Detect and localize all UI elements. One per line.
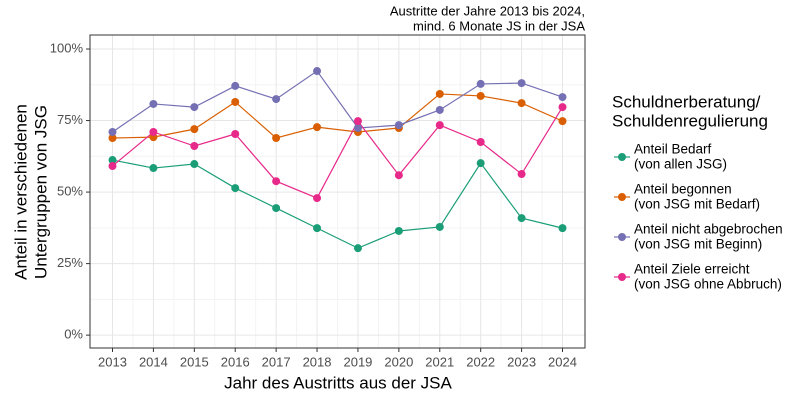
subtitle-line: Austritte der Jahre 2013 bis 2024,	[390, 3, 585, 18]
y-tick-label: 25%	[57, 255, 83, 270]
data-point	[394, 226, 403, 235]
legend-label: (von JSG ohne Abbruch)	[634, 277, 782, 292]
y-tick-label: 0%	[64, 327, 83, 342]
data-point	[190, 125, 199, 134]
data-point	[476, 91, 485, 100]
data-point	[353, 244, 362, 253]
data-point	[231, 97, 240, 106]
legend-label: (von JSG mit Bedarf)	[634, 197, 760, 212]
data-point	[394, 121, 403, 130]
data-point	[108, 156, 117, 165]
x-tick-label: 2017	[262, 354, 291, 369]
data-point	[435, 222, 444, 231]
legend-key	[618, 193, 626, 201]
data-point	[272, 133, 281, 142]
data-point	[313, 224, 322, 233]
data-point	[517, 170, 526, 179]
y-tick-label: 50%	[57, 184, 83, 199]
data-point	[108, 127, 117, 136]
x-axis-label: Jahr des Austritts aus der JSA	[224, 373, 452, 392]
x-tick-label: 2024	[548, 354, 577, 369]
data-point	[190, 160, 199, 169]
data-point	[272, 204, 281, 213]
data-point	[558, 93, 567, 102]
data-point	[476, 138, 485, 147]
data-point	[558, 103, 567, 112]
data-point	[394, 171, 403, 180]
x-tick-label: 2015	[180, 354, 209, 369]
data-point	[558, 224, 567, 233]
legend-label: (von allen JSG)	[634, 157, 727, 172]
series-line	[112, 70, 563, 133]
x-tick-label: 2021	[425, 354, 454, 369]
legend-title: Schuldenregulierung	[612, 111, 768, 130]
data-point	[353, 117, 362, 126]
y-axis-label-line: Untergruppen von JSG	[31, 105, 50, 279]
legend-key	[618, 273, 626, 281]
x-tick-label: 2019	[343, 354, 372, 369]
data-point	[353, 123, 362, 132]
x-tick-label: 2016	[221, 354, 250, 369]
data-point	[313, 67, 322, 76]
legend-label: Anteil Ziele erreicht	[634, 262, 750, 277]
data-point	[313, 194, 322, 203]
y-axis-label-line: Anteil in verschiedenen	[11, 104, 30, 280]
x-tick-label: 2018	[303, 354, 332, 369]
data-point	[435, 121, 444, 130]
data-point	[190, 103, 199, 112]
data-point	[435, 89, 444, 98]
x-tick-label: 2014	[139, 354, 168, 369]
y-tick-label: 75%	[57, 112, 83, 127]
series-line	[112, 159, 563, 249]
y-axis-label: Anteil in verschiedenen Untergruppen von…	[11, 104, 50, 280]
legend-label: (von JSG mit Beginn)	[634, 237, 762, 252]
x-tick-label: 2023	[507, 354, 536, 369]
data-point	[517, 214, 526, 223]
data-point	[108, 162, 117, 171]
data-point	[558, 117, 567, 126]
data-point	[231, 184, 240, 193]
legend-label: Anteil begonnen	[634, 182, 732, 197]
data-point	[149, 164, 158, 173]
legend-title: Schuldnerberatung/	[612, 92, 761, 111]
data-point	[231, 129, 240, 138]
legend-label: Anteil nicht abgebrochen	[634, 222, 783, 237]
data-point	[476, 159, 485, 168]
x-tick-label: 2022	[466, 354, 495, 369]
x-tick-label: 2020	[384, 354, 413, 369]
data-point	[435, 105, 444, 114]
data-point	[517, 99, 526, 108]
data-point	[149, 99, 158, 108]
legend-label: Anteil Bedarf	[634, 142, 712, 157]
x-tick-label: 2013	[98, 354, 127, 369]
legend-key	[618, 153, 626, 161]
data-point	[272, 177, 281, 186]
data-point	[149, 127, 158, 136]
series-line	[112, 106, 564, 199]
data-point	[272, 95, 281, 104]
data-point	[313, 123, 322, 132]
legend-key	[618, 233, 626, 241]
y-tick-label: 100%	[50, 40, 84, 55]
data-point	[190, 142, 199, 151]
data-point	[231, 81, 240, 90]
data-point	[476, 79, 485, 88]
series-line	[112, 93, 563, 139]
plot-border	[89, 34, 586, 349]
subtitle-line: mind. 6 Monate JS in der JSA	[413, 18, 585, 33]
data-point	[517, 79, 526, 88]
data-point	[108, 133, 117, 142]
